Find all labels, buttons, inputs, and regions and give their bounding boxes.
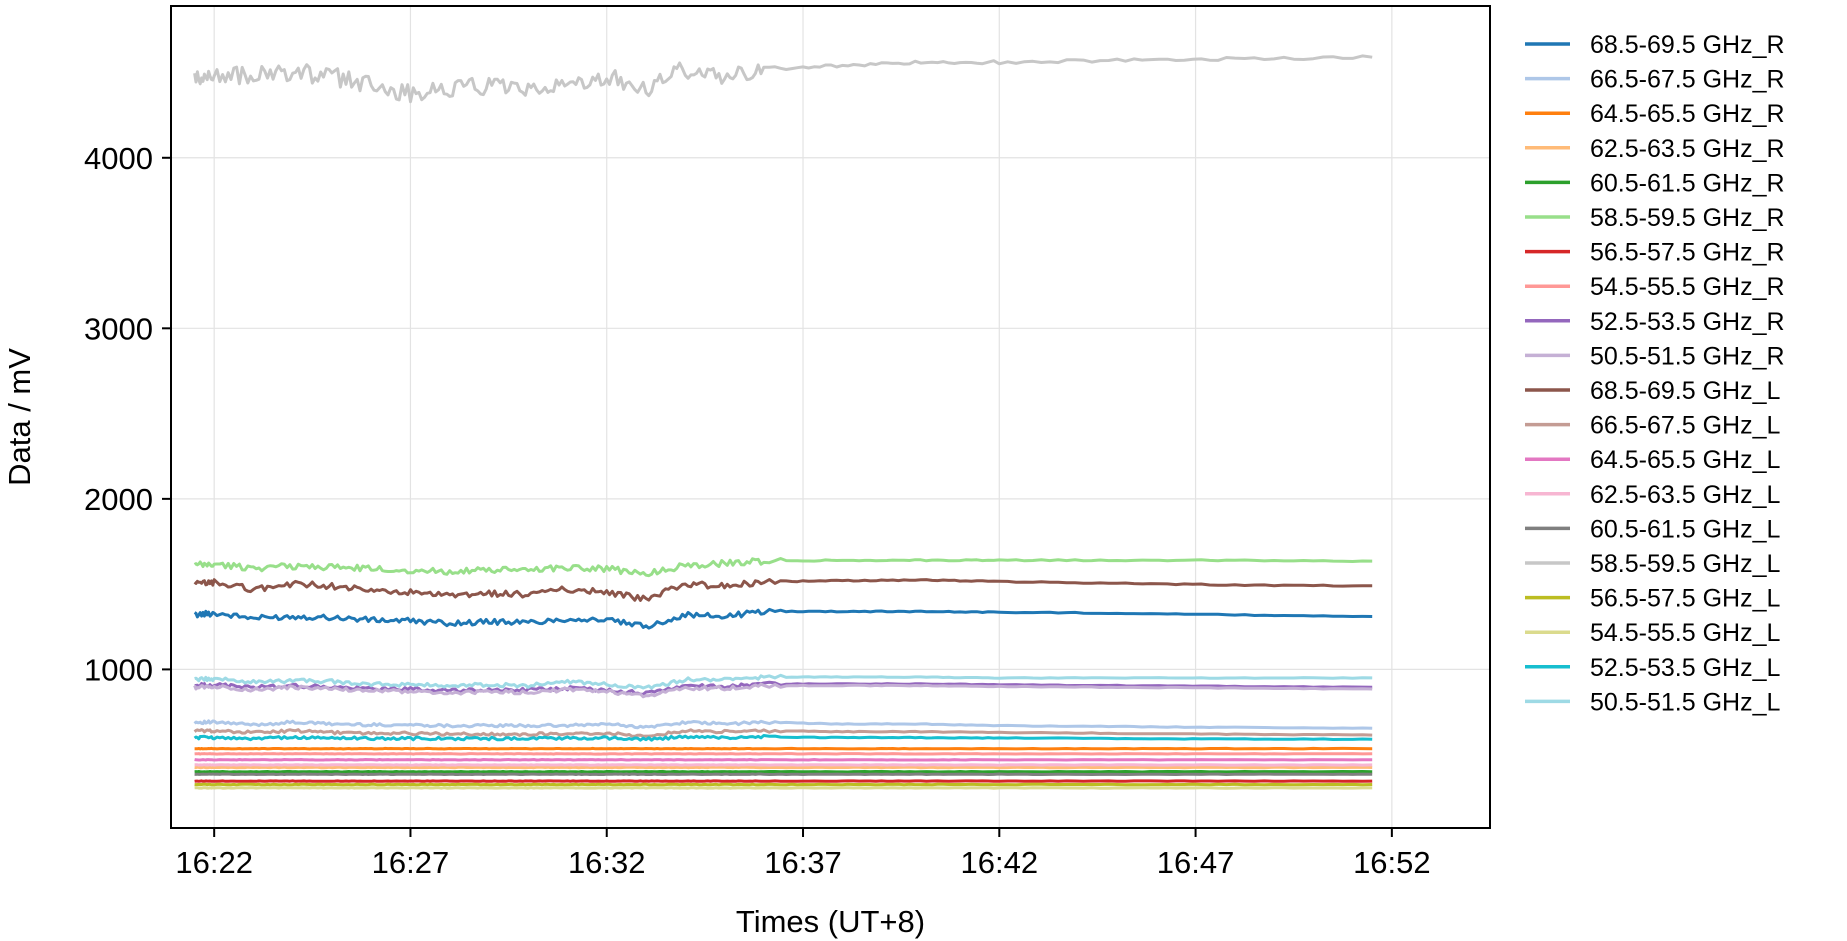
legend-label: 60.5-61.5 GHz_L bbox=[1590, 515, 1780, 543]
legend-label: 50.5-51.5 GHz_L bbox=[1590, 688, 1780, 716]
legend-label: 68.5-69.5 GHz_L bbox=[1590, 377, 1780, 405]
series-line-12 bbox=[193, 728, 1373, 738]
series-line-3 bbox=[194, 746, 1373, 751]
legend-label: 66.5-67.5 GHz_L bbox=[1590, 412, 1780, 440]
y-tick-label: 3000 bbox=[84, 311, 153, 346]
x-axis: 16:22 16:27 16:32 16:37 16:42 16:47 16:52 bbox=[175, 828, 1431, 880]
y-tick-label: 1000 bbox=[84, 652, 153, 687]
series-line-19 bbox=[193, 734, 1373, 742]
series-line-10 bbox=[193, 682, 1373, 699]
series-line-1 bbox=[193, 607, 1373, 630]
series-line-17 bbox=[194, 782, 1373, 787]
series-line-11 bbox=[193, 578, 1373, 602]
series-line-20 bbox=[194, 673, 1373, 690]
y-tick-label: 2000 bbox=[84, 482, 153, 517]
x-tick-label: 16:47 bbox=[1157, 845, 1235, 880]
legend-label: 52.5-53.5 GHz_L bbox=[1590, 654, 1780, 682]
y-tick-label: 4000 bbox=[84, 141, 153, 176]
y-axis: 1000 2000 3000 4000 bbox=[84, 141, 171, 687]
x-tick-label: 16:42 bbox=[961, 845, 1039, 880]
legend-label: 64.5-65.5 GHz_R bbox=[1590, 100, 1785, 128]
series-lines bbox=[193, 54, 1373, 790]
legend: 68.5-69.5 GHz_R 66.5-67.5 GHz_R 64.5-65.5 … bbox=[1525, 31, 1785, 716]
x-tick-label: 16:37 bbox=[764, 845, 842, 880]
plot-frame bbox=[170, 5, 1491, 829]
x-tick-label: 16:27 bbox=[372, 845, 450, 880]
legend-label: 58.5-59.5 GHz_R bbox=[1590, 204, 1785, 232]
series-line-5 bbox=[194, 770, 1373, 774]
series-line-2 bbox=[193, 719, 1373, 730]
x-axis-title: Times (UT+8) bbox=[736, 904, 925, 939]
series-line-14 bbox=[194, 763, 1373, 767]
series-line-15 bbox=[194, 772, 1373, 776]
x-tick-label: 16:22 bbox=[175, 845, 253, 880]
legend-label: 60.5-61.5 GHz_R bbox=[1590, 169, 1785, 197]
legend-label: 56.5-57.5 GHz_L bbox=[1590, 585, 1780, 613]
series-line-4 bbox=[194, 765, 1373, 770]
legend-label: 54.5-55.5 GHz_R bbox=[1590, 273, 1785, 301]
series-line-16 bbox=[193, 54, 1373, 104]
series-line-13 bbox=[194, 758, 1373, 762]
legend-label: 52.5-53.5 GHz_R bbox=[1590, 308, 1785, 336]
y-axis-title: Data / mV bbox=[2, 348, 37, 486]
series-line-8 bbox=[194, 752, 1373, 756]
series-line-6 bbox=[193, 557, 1373, 578]
legend-label: 54.5-55.5 GHz_L bbox=[1590, 619, 1780, 647]
series-line-18 bbox=[194, 786, 1373, 790]
x-tick-label: 16:52 bbox=[1353, 845, 1431, 880]
legend-label: 50.5-51.5 GHz_R bbox=[1590, 342, 1785, 370]
legend-label: 66.5-67.5 GHz_R bbox=[1590, 66, 1785, 94]
grid-lines bbox=[171, 6, 1490, 828]
legend-label: 64.5-65.5 GHz_L bbox=[1590, 446, 1780, 474]
series-line-7 bbox=[194, 779, 1373, 783]
legend-label: 56.5-57.5 GHz_R bbox=[1590, 239, 1785, 267]
legend-label: 68.5-69.5 GHz_R bbox=[1590, 31, 1785, 59]
legend-label: 62.5-63.5 GHz_L bbox=[1590, 481, 1780, 509]
legend-label: 62.5-63.5 GHz_R bbox=[1590, 135, 1785, 163]
x-tick-label: 16:32 bbox=[568, 845, 646, 880]
legend-label: 58.5-59.5 GHz_L bbox=[1590, 550, 1780, 578]
